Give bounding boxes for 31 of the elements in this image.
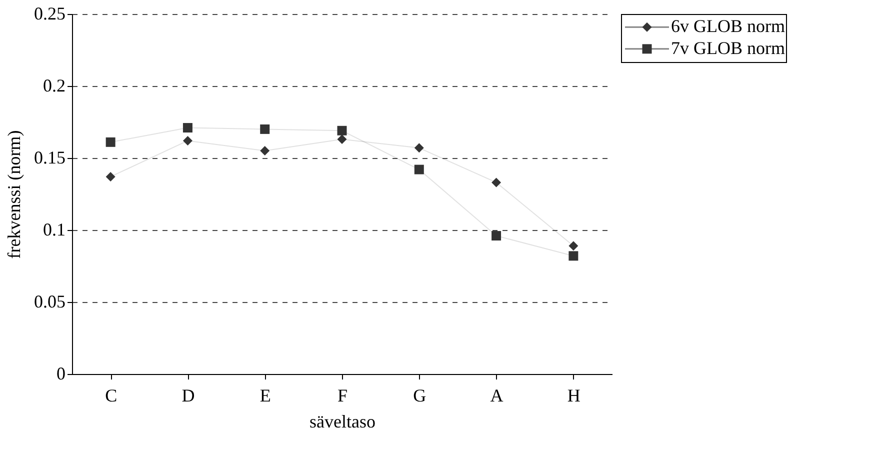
point — [260, 146, 270, 156]
point — [492, 231, 502, 241]
x-tick-label: A — [490, 386, 504, 406]
point — [337, 134, 347, 144]
y-tick-label: 0.15 — [34, 148, 66, 168]
x-tick-label: G — [413, 386, 426, 406]
point — [106, 172, 116, 182]
x-tick-label: F — [337, 386, 348, 406]
y-tick-label: 0 — [56, 364, 66, 384]
y-tick-label: 0.2 — [43, 76, 66, 96]
y-tick-label: 0.1 — [43, 220, 66, 240]
legend-label: 7v GLOB norm — [671, 38, 785, 58]
point — [106, 137, 116, 147]
point — [568, 241, 578, 251]
x-tick-label: D — [182, 386, 195, 406]
y-tick-label: 0.05 — [34, 292, 66, 312]
legend-label: 6v GLOB norm — [671, 16, 785, 36]
y-tick-label: 0.25 — [34, 4, 66, 24]
point — [414, 143, 424, 153]
x-tick-label: H — [567, 386, 580, 406]
point — [568, 251, 578, 261]
y-axis-title: frekvenssi (norm) — [4, 130, 24, 259]
x-axis-title: säveltaso — [310, 412, 376, 432]
point — [182, 123, 192, 133]
x-tick-label: C — [105, 386, 118, 406]
point — [260, 124, 270, 134]
point — [492, 178, 502, 188]
point — [182, 136, 192, 146]
point — [337, 126, 347, 136]
point — [414, 164, 424, 174]
x-tick-label: E — [260, 386, 271, 406]
